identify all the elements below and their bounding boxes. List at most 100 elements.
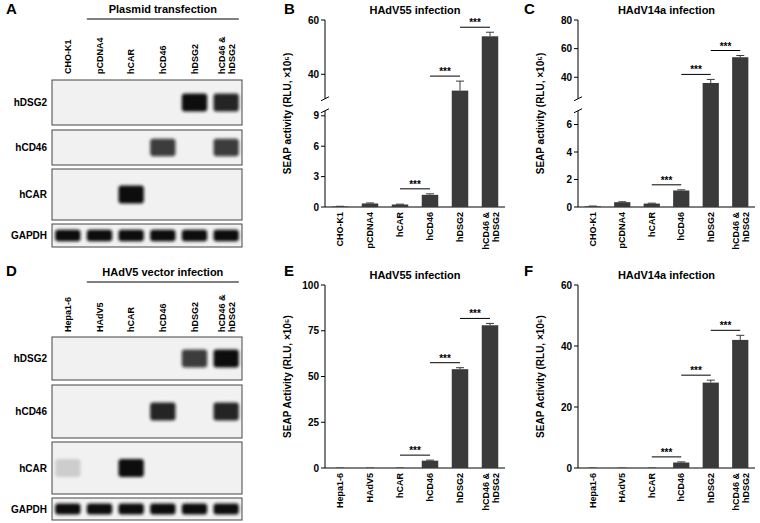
error-cap: [618, 201, 626, 202]
bar: [392, 468, 409, 469]
error-cap: [396, 204, 404, 205]
band: [119, 94, 144, 112]
y-tick: [574, 20, 578, 21]
lane-label: hCD46 &hDSG2: [217, 294, 237, 332]
error-bar: [736, 56, 744, 58]
error-cap: [426, 193, 434, 194]
lane-label: hCD46 &hDSG2: [217, 36, 237, 74]
lane-label: pCDNA4: [95, 37, 105, 74]
y-tick-label: 60: [308, 15, 320, 26]
band: [119, 350, 144, 368]
band: [87, 139, 112, 157]
bar: [732, 340, 748, 468]
bar: [585, 468, 601, 469]
error-cap: [396, 468, 404, 469]
x-axis-line: [325, 468, 505, 469]
error-cap: [336, 468, 344, 469]
bar: [732, 57, 748, 207]
band: [150, 350, 175, 368]
chart-title: HAdV14a infection: [618, 4, 715, 16]
lane-label: hCD46: [158, 303, 168, 332]
y-tick-label: 80: [561, 15, 573, 26]
error-bar: [336, 468, 344, 469]
bar: [452, 91, 469, 207]
band: [182, 186, 207, 204]
lane-label: hDSG2: [190, 302, 200, 332]
x-tick-label: hCD46: [676, 473, 686, 502]
figure: BHAdV55 infectionSEAP activity (RLU, ×10…: [0, 0, 760, 523]
x-tick-label: hCAR: [395, 212, 405, 237]
band: [119, 230, 144, 242]
band: [119, 403, 144, 421]
error-bar: [677, 189, 685, 191]
band: [214, 94, 239, 112]
y-tick: [321, 422, 325, 423]
band: [87, 94, 112, 112]
chart: FHAdV14a infectionSEAP Activity (RLU, ×1…: [524, 262, 755, 511]
band: [214, 459, 239, 477]
marks: [589, 335, 749, 468]
y-tick: [574, 285, 578, 286]
y-tick-label: 4: [566, 147, 572, 158]
bar: [644, 468, 660, 469]
y-tick-label: 60: [561, 43, 573, 54]
significance-label: ***: [469, 308, 481, 319]
error-bar: [648, 468, 656, 469]
x-tick-label: HAdV5: [617, 473, 627, 503]
band: [87, 186, 112, 204]
band: [87, 403, 112, 421]
bar: [422, 195, 439, 207]
x-tick-label: hDSG2: [706, 473, 716, 503]
significance-label: ***: [469, 17, 481, 28]
y-tick: [574, 179, 578, 180]
header-line: [87, 282, 239, 283]
y-tick: [321, 207, 325, 208]
y-tick-label: 0: [313, 202, 319, 213]
error-cap: [736, 335, 744, 336]
y-tick: [321, 115, 325, 116]
error-bar: [336, 206, 344, 207]
x-tick-label: hCD46 &hDSG2: [731, 212, 751, 250]
blot-strip: [52, 337, 242, 380]
x-tick-label: hCD46: [425, 473, 435, 502]
y-tick: [574, 207, 578, 208]
error-bar: [618, 201, 626, 202]
y-tick-label: 20: [561, 402, 573, 413]
x-tick-label: hDSG2: [706, 212, 716, 242]
band: [182, 350, 207, 368]
x-tick-label: hCD46: [676, 212, 686, 241]
error-bar: [618, 468, 626, 469]
error-bar: [707, 79, 715, 83]
band: [214, 403, 239, 421]
x-tick-label: hCD46 &hDSG2: [481, 473, 501, 511]
label-line: hCD46 &: [217, 36, 227, 74]
label-line: hCD46 &: [731, 473, 741, 511]
bar: [482, 36, 499, 207]
panel-label: B: [284, 0, 295, 17]
error-cap: [366, 468, 374, 469]
x-tick-label: hDSG2: [455, 212, 465, 242]
error-bar: [456, 368, 464, 369]
chart: EHAdV55 infectionSEAP Activity (RLU, ×10…: [282, 262, 505, 511]
significance-label: ***: [409, 445, 421, 456]
error-bar: [736, 335, 744, 340]
label-line: hDSG2: [741, 212, 751, 242]
band: [119, 459, 144, 477]
marks: [585, 56, 749, 207]
y-tick: [574, 124, 578, 125]
y-axis-line: [325, 111, 326, 207]
y-tick-label: 0: [313, 463, 319, 474]
label-line: hDSG2: [227, 302, 237, 332]
lane-label: hCAR: [126, 307, 136, 332]
lane-label: hDSG2: [190, 44, 200, 74]
error-cap: [648, 203, 656, 204]
x-tick-label: CHO-K1: [335, 212, 345, 247]
blot-strip: [52, 169, 242, 220]
error-bar: [589, 468, 597, 469]
band: [119, 504, 144, 515]
blot: APlasmid transfectionCHO-K1pCDNA4hCARhCD…: [6, 0, 242, 247]
y-tick: [574, 152, 578, 153]
significance-label: ***: [661, 175, 673, 186]
chart-title: HAdV55 infection: [369, 4, 460, 16]
bar: [673, 191, 689, 208]
